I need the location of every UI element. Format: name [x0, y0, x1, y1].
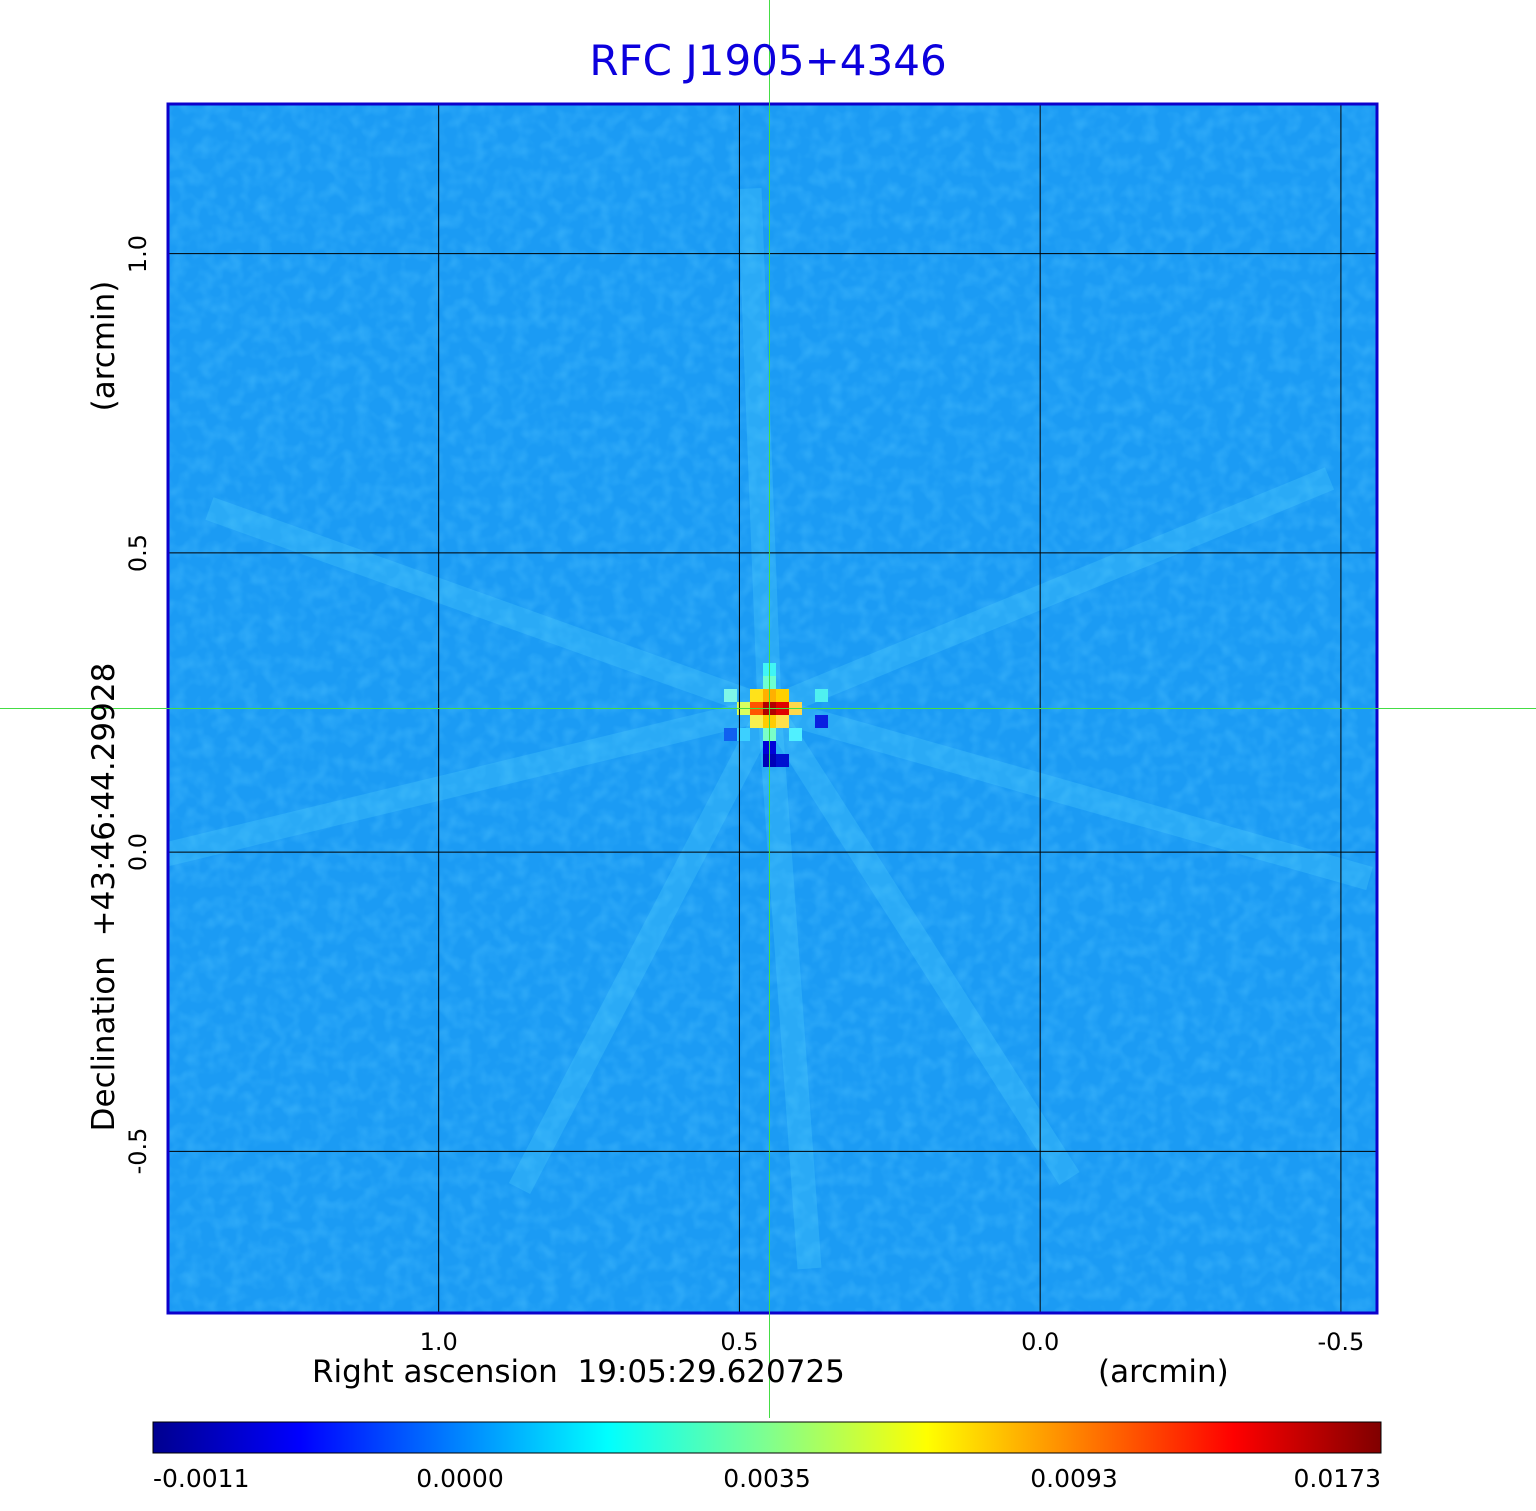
x-axis-label: Right ascension 19:05:29.620725 [312, 1354, 845, 1390]
x-axis-unit: (arcmin) [1098, 1354, 1229, 1390]
y-tick-label: 0.0 [124, 833, 152, 872]
sidelobe-streak [205, 497, 774, 720]
y-axis-label: Declination +43:46:44.29928 [86, 662, 122, 1132]
colorbar-tick-label: 0.0093 [1030, 1464, 1118, 1493]
source-pixel [814, 689, 828, 702]
colorbar-tick-label: 0.0000 [416, 1464, 504, 1493]
sidelobe-streak [168, 696, 773, 867]
colorbar-tick-label: 0.0173 [1293, 1464, 1381, 1493]
y-tick-label: 1.0 [124, 234, 152, 273]
source-pixel [775, 689, 789, 702]
crosshair [0, 0, 1536, 1418]
source-pixel [723, 728, 737, 741]
x-tick-label: 0.5 [720, 1328, 759, 1356]
sidelobe-streak [759, 702, 1080, 1185]
x-tick-label: 1.0 [419, 1328, 458, 1356]
y-tick-label: -0.5 [124, 1127, 152, 1175]
source-pixel [788, 728, 802, 741]
y-tick-label: 0.5 [124, 533, 152, 572]
source-pixel [736, 728, 750, 741]
sidelobe-streak [764, 467, 1335, 720]
source-pixel [775, 715, 789, 728]
sidelobe-streak [737, 188, 782, 709]
colorbar-tick-label: 0.0035 [723, 1464, 811, 1493]
source-pixel [749, 689, 763, 702]
colorbar [152, 1421, 1382, 1454]
source-pixel [749, 715, 763, 728]
sidelobe-streak [508, 702, 781, 1195]
y-axis-unit: (arcmin) [86, 280, 122, 412]
sidelobe-streak [766, 696, 1373, 891]
source-pixel [723, 689, 737, 702]
source-pixel [814, 715, 828, 728]
sidelobe-streak [757, 707, 822, 1270]
chart-title: RFC J1905+4346 [589, 36, 947, 85]
x-tick-label: 0.0 [1021, 1328, 1060, 1356]
colorbar-tick-label: -0.0011 [153, 1464, 250, 1493]
source-pixel [775, 754, 789, 767]
x-tick-label: -0.5 [1317, 1328, 1365, 1356]
